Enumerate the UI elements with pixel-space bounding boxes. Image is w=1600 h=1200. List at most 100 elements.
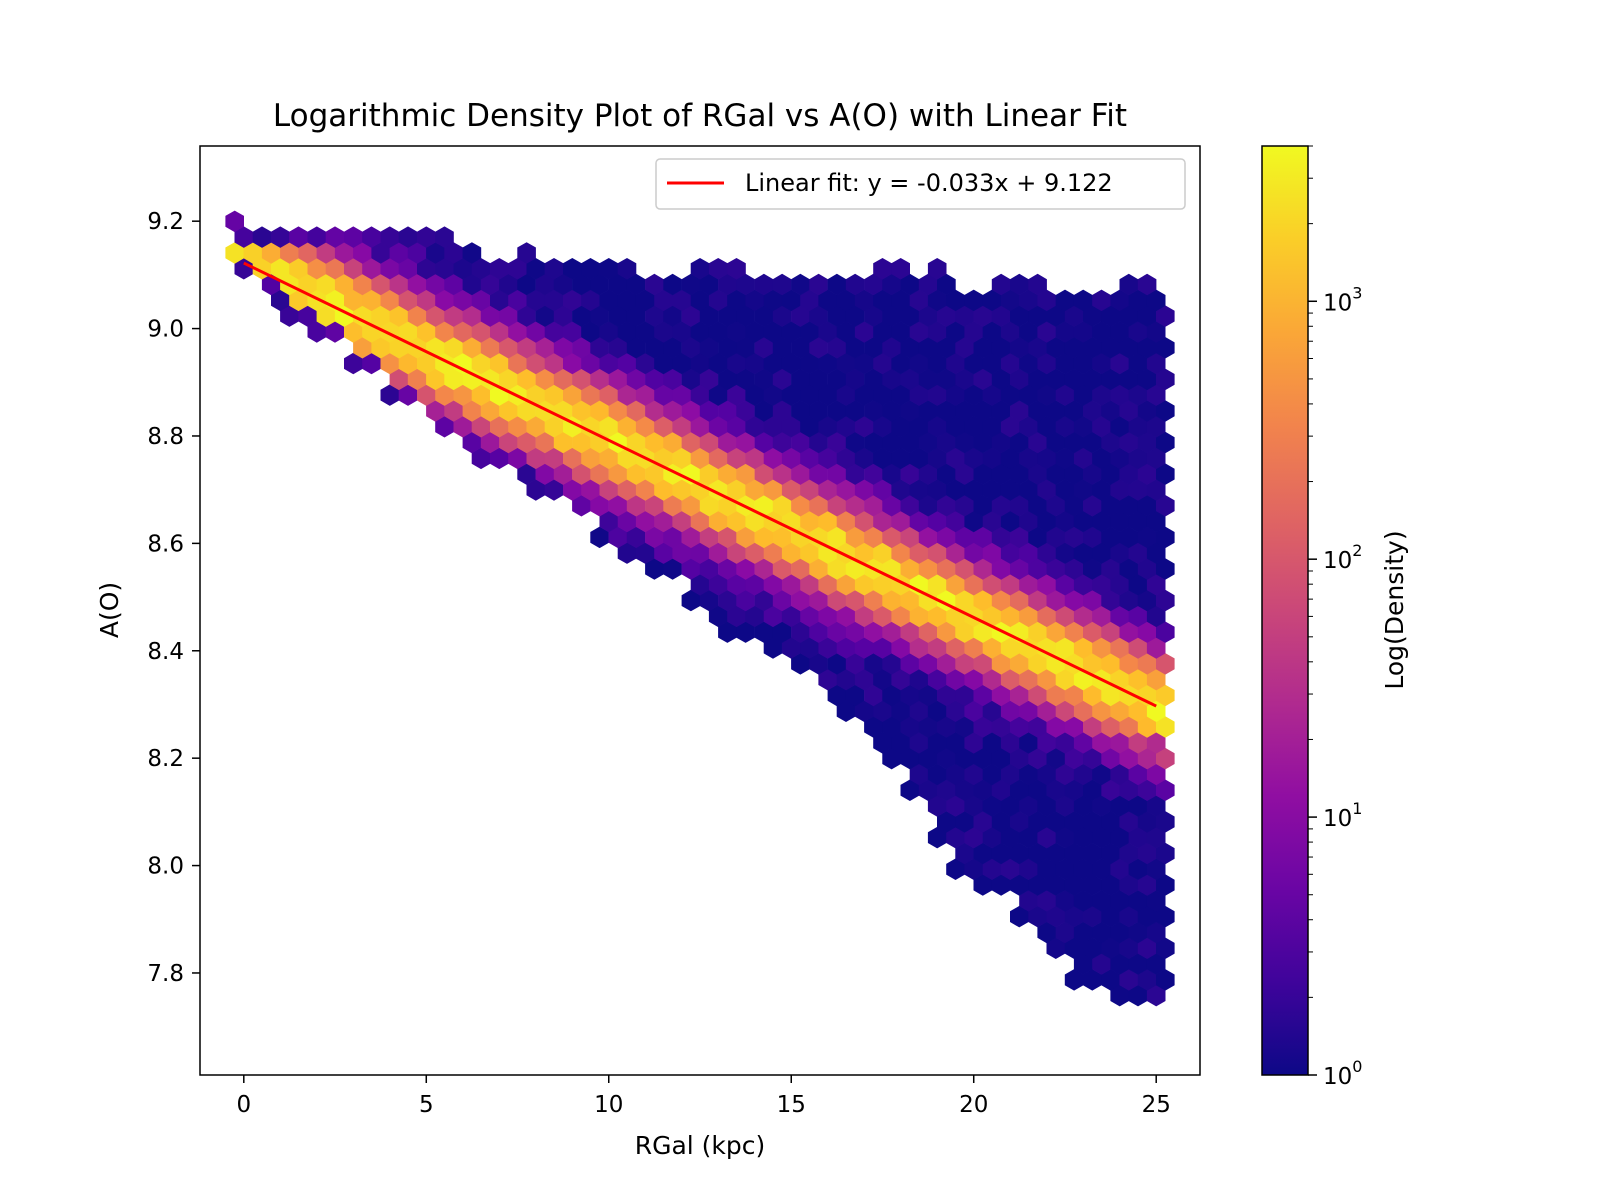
hexbin-cell: [836, 574, 856, 596]
hexbin-cell: [225, 210, 244, 233]
hexbin-cell: [1037, 416, 1056, 438]
hexbin-cell: [1019, 542, 1038, 564]
hexbin-cell: [763, 352, 783, 375]
hexbin-cell: [1146, 289, 1166, 312]
hexbin-cell: [1037, 574, 1056, 596]
hexbin-cell: [1092, 637, 1111, 659]
hexbin-cell: [909, 384, 929, 406]
hexbin-cell: [1092, 321, 1111, 343]
hexbin-cell: [891, 416, 910, 438]
hexbin-cell: [1119, 747, 1139, 770]
hexbin-cell: [417, 289, 436, 312]
hexbin-cell: [1092, 605, 1111, 628]
hexbin-cell: [891, 605, 910, 628]
x-tick-label: 10: [594, 1092, 623, 1118]
hexbin-cell: [1101, 463, 1120, 485]
hexbin-cell: [1128, 953, 1148, 975]
hexbin-cell: [334, 273, 354, 296]
hexbin-cell: [973, 716, 993, 738]
hexbin-cell: [1119, 779, 1139, 801]
hexbin-cell: [991, 463, 1011, 485]
hexbin-cell: [1119, 463, 1139, 485]
hexbin-cell: [1028, 874, 1047, 896]
hexbin-cell: [1019, 352, 1038, 375]
hexbin-cell: [1119, 969, 1139, 991]
hexbin-cell: [672, 479, 692, 501]
hexbin-cell: [1046, 747, 1066, 770]
hexbin-cell: [1101, 368, 1120, 391]
hexbin-cell: [818, 668, 837, 691]
hexbin-cell: [882, 526, 901, 549]
hexbin-cell: [699, 431, 719, 454]
hexbin-cell: [398, 384, 418, 406]
hexbin-cell: [818, 289, 837, 312]
hexbin-cell: [626, 495, 646, 517]
hexbin-cell: [708, 510, 728, 533]
hexbin-cell: [599, 352, 619, 375]
hexbin-cell: [1137, 589, 1157, 612]
hexbin-cell: [1046, 305, 1066, 327]
hexbin-cell: [964, 479, 983, 501]
hexbin-cell: [544, 289, 564, 312]
hexbin-cell: [590, 273, 609, 296]
hexbin-cell: [946, 510, 965, 533]
hexbin-cell: [1046, 495, 1066, 517]
hexbin-cell: [982, 416, 1002, 438]
hexbin-cell: [708, 321, 728, 343]
hexbin-cell: [982, 479, 1002, 501]
hexbin-cell: [1046, 526, 1066, 549]
hexbin-cell: [1073, 574, 1093, 596]
hexbin-cell: [1083, 589, 1102, 612]
hexbin-cell: [891, 289, 910, 312]
hexbin-cell: [927, 700, 947, 722]
hexbin-cell: [772, 621, 792, 643]
hexbin-cell: [982, 510, 1002, 533]
hexbin-cell: [1046, 621, 1066, 643]
hexbin-cell: [1110, 795, 1129, 817]
hexbin-cell: [909, 289, 929, 312]
hexbin-cell: [982, 732, 1002, 754]
hexbin-cell: [736, 526, 755, 549]
hexbin-cell: [572, 305, 591, 327]
hexbin-cell: [836, 605, 856, 628]
hexbin-cell: [635, 352, 655, 375]
hexbin-cell: [964, 668, 983, 691]
hexbin-cell: [535, 273, 555, 296]
hexbin-cell: [681, 305, 701, 327]
hexbin-cell: [836, 352, 856, 375]
hexbin-cell: [827, 368, 847, 391]
hexbin-cell: [353, 273, 372, 296]
hexbin-cell: [1046, 337, 1066, 359]
hexbin-cell: [1092, 763, 1111, 786]
hexbin-cell: [599, 447, 619, 470]
hexbin-cell: [918, 653, 938, 675]
hexbin-cell: [389, 305, 409, 327]
hexbin-cell: [553, 368, 573, 391]
hexbin-cell: [663, 495, 682, 517]
hexbin-cell: [517, 368, 536, 391]
hexbin-cell: [927, 763, 947, 786]
hexbin-cell: [873, 447, 892, 470]
hexbin-cell: [891, 258, 910, 280]
hexbin-cell: [499, 305, 518, 327]
hexbin-cell: [635, 416, 655, 438]
colorbar-gradient: [1261, 145, 1309, 1076]
hexbin-cell: [1101, 558, 1120, 580]
hexbin-cell: [946, 795, 965, 817]
hexbin-cell: [471, 384, 491, 406]
hexbin-cell: [800, 447, 819, 470]
hexbin-cell: [973, 368, 993, 391]
hexbin-cell: [1046, 463, 1066, 485]
hexbin-cell: [353, 242, 372, 264]
hexbin-cell: [873, 637, 892, 659]
hexbin-cell: [781, 416, 801, 438]
hexbin-cell: [444, 305, 463, 327]
hexbin-cell: [462, 368, 482, 391]
hexbin-cell: [635, 321, 655, 343]
hexbin-cell: [909, 479, 929, 501]
hexbin-cell: [435, 384, 454, 406]
hexbin-cell: [645, 305, 664, 327]
hexbin-cell: [845, 526, 865, 549]
hexbin-cell: [1028, 273, 1047, 296]
hexbin-cell: [854, 574, 874, 596]
